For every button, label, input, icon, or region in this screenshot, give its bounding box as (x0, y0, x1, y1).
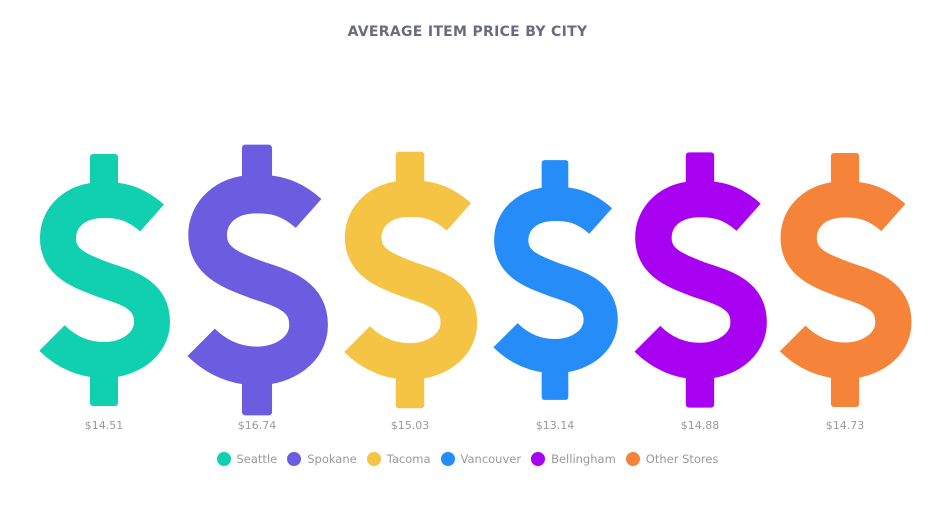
dollar-bar (395, 151, 425, 193)
value-label: $16.74 (238, 419, 277, 432)
dollar-sign-icon (187, 174, 328, 386)
dollar-sign-icon (39, 181, 171, 379)
legend-label: Seattle (236, 452, 278, 466)
chart-title: AVERAGE ITEM PRICE BY CITY (347, 24, 588, 40)
legend-item[interactable]: Vancouver (440, 452, 522, 466)
dollar-bar (685, 152, 715, 193)
legend-dot-icon (366, 452, 381, 466)
dollar-sign-icon (493, 186, 618, 374)
legend-dot-icon (531, 452, 546, 466)
value-label: $14.73 (826, 419, 865, 432)
legend-item[interactable]: Bellingham (531, 452, 616, 466)
legend-item[interactable]: Seattle (216, 452, 278, 466)
dollar-mark-vancouver[interactable] (493, 160, 618, 400)
dollar-bar (830, 153, 860, 194)
legend-dot-icon (216, 452, 231, 466)
legend-label: Vancouver (460, 452, 522, 466)
legend-label: Spokane (307, 452, 357, 466)
value-label: $13.14 (536, 419, 575, 432)
dollar-mark-tacoma[interactable] (344, 151, 478, 409)
legend-item[interactable]: Spokane (287, 452, 357, 466)
chart-plot: $14.51 $16.74 $15.03 $13.14 $14.88 $14.73 (39, 144, 912, 432)
dollar-mark-seattle[interactable] (39, 154, 171, 406)
dollar-bar (395, 367, 425, 409)
dollar-sign-icon (779, 181, 912, 379)
dollar-mark-spokane[interactable] (187, 144, 328, 416)
dollar-mark-bellingham[interactable] (634, 152, 767, 408)
dollar-bar (90, 366, 118, 406)
legend-item[interactable]: Other Stores (625, 452, 719, 466)
dollar-bar (830, 366, 860, 407)
value-label: $14.88 (681, 419, 720, 432)
legend-label: Bellingham (551, 452, 616, 466)
legend-dot-icon (625, 452, 640, 466)
dollar-bar (541, 361, 569, 400)
dollar-sign-icon (634, 180, 767, 380)
legend-item[interactable]: Tacoma (366, 452, 431, 466)
legend-label: Tacoma (386, 452, 431, 466)
dollar-bar (541, 160, 569, 199)
dollar-bar (685, 367, 715, 408)
legend-dot-icon (440, 452, 455, 466)
legend: Seattle Spokane Tacoma Vancouver Bellingham O… (0, 452, 935, 466)
dollar-sign-icon (344, 180, 478, 380)
dollar-bar (241, 372, 273, 416)
dollar-mark-other-stores[interactable] (779, 153, 912, 407)
dollar-bar (241, 144, 273, 188)
value-label: $15.03 (391, 419, 430, 432)
value-label: $14.51 (85, 419, 124, 432)
dollar-bar (90, 154, 118, 194)
legend-dot-icon (287, 452, 302, 466)
legend-label: Other Stores (645, 452, 719, 466)
